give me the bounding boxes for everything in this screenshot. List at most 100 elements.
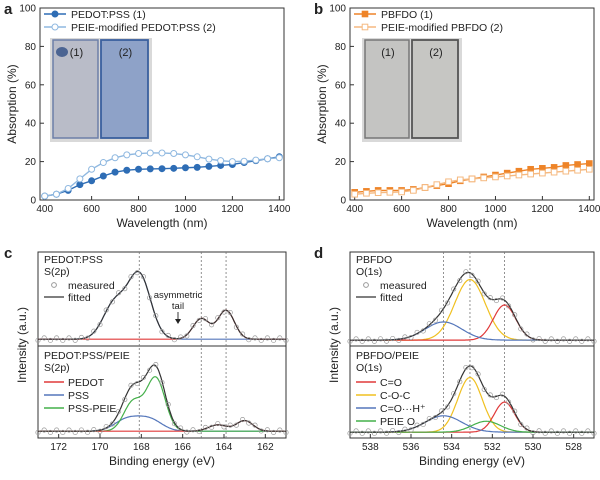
bottom-measured-point bbox=[103, 424, 109, 430]
top-measured-point bbox=[128, 274, 134, 280]
data-point bbox=[123, 166, 131, 174]
x-tick-label: 600 bbox=[83, 204, 100, 215]
bottom-measured-point bbox=[438, 408, 445, 414]
bottom-measured-point bbox=[85, 429, 91, 435]
bottom-measured-point bbox=[408, 427, 414, 433]
data-point bbox=[410, 187, 417, 194]
bottom-measured-point bbox=[585, 428, 591, 434]
bottom-measured-point bbox=[493, 395, 499, 401]
bottom-measured-point bbox=[548, 428, 554, 434]
bottom-measured-point bbox=[414, 422, 420, 428]
bottom-measured-point bbox=[190, 427, 196, 433]
bottom-measured-point bbox=[481, 386, 487, 392]
top-measured-point bbox=[215, 315, 221, 321]
data-point bbox=[252, 156, 260, 164]
legend-label: fitted bbox=[68, 292, 91, 304]
top-measured-point bbox=[66, 335, 72, 341]
top-measured-point bbox=[97, 322, 103, 328]
bottom-measured-point bbox=[47, 429, 53, 435]
panel-letter: d bbox=[314, 245, 323, 262]
top-measured-point bbox=[159, 329, 165, 335]
top-measured-point bbox=[445, 300, 451, 306]
bottom-measured-point bbox=[41, 427, 47, 433]
top-measured-point bbox=[457, 278, 463, 284]
x-tick-label: 172 bbox=[50, 442, 67, 453]
top-measured-point bbox=[264, 335, 270, 341]
legend-marker bbox=[51, 10, 59, 18]
top-measured-point bbox=[147, 295, 153, 301]
panel-letter: c bbox=[4, 245, 12, 262]
top-measured-point bbox=[426, 321, 432, 327]
y-tick-label: 100 bbox=[329, 4, 346, 15]
top-measured-point bbox=[396, 337, 402, 343]
top-measured-point bbox=[573, 336, 579, 342]
top-measured-point bbox=[277, 335, 283, 341]
x-tick-label: 800 bbox=[440, 204, 457, 215]
top-measured-point bbox=[103, 307, 109, 313]
y-tick-label: 0 bbox=[30, 196, 36, 207]
bottom-measured-point bbox=[554, 430, 560, 436]
y-tick-label: 0 bbox=[340, 196, 346, 207]
top-component bbox=[350, 321, 594, 341]
panel-letter: a bbox=[4, 1, 13, 18]
y-axis-label: Intensity (a.u.) bbox=[15, 307, 29, 383]
inset-label-1: (1) bbox=[381, 47, 394, 59]
bottom-measured-point bbox=[116, 408, 122, 415]
bottom-measured-point bbox=[264, 427, 270, 433]
bottom-measured-point bbox=[196, 429, 202, 435]
top-measured-point bbox=[109, 299, 115, 305]
bottom-core-level-label: S(2p) bbox=[44, 362, 70, 374]
top-measured-point bbox=[432, 317, 438, 323]
top-measured-point bbox=[420, 328, 426, 334]
bottom-measured-point bbox=[153, 362, 159, 368]
x-tick-label: 162 bbox=[257, 442, 274, 453]
y-axis-label: Absorption (%) bbox=[315, 64, 329, 143]
top-core-level-label: O(1s) bbox=[356, 266, 382, 278]
legend-label: PBFDO (1) bbox=[381, 9, 433, 21]
bottom-measured-point bbox=[271, 429, 277, 435]
bottom-sample-label: PEDOT:PSS/PEIE bbox=[44, 350, 130, 362]
bottom-measured-point bbox=[347, 430, 353, 436]
top-measured-point bbox=[60, 337, 66, 343]
bottom-measured-point bbox=[128, 382, 134, 388]
data-point bbox=[99, 172, 107, 180]
bottom-measured-point bbox=[215, 421, 221, 427]
top-measured-point bbox=[153, 313, 159, 319]
x-tick-label: 1400 bbox=[268, 204, 291, 215]
top-measured-point bbox=[258, 337, 264, 343]
bottom-measured-point bbox=[72, 429, 78, 435]
data-point bbox=[111, 168, 119, 176]
top-measured-point bbox=[451, 286, 457, 292]
bottom-measured-point bbox=[252, 422, 258, 428]
data-point bbox=[123, 151, 131, 159]
data-point bbox=[386, 189, 394, 196]
legend-label: measured bbox=[380, 280, 427, 292]
bottom-measured-point bbox=[159, 379, 165, 386]
top-measured-point bbox=[579, 338, 585, 344]
bottom-measured-point bbox=[258, 428, 264, 434]
top-measured-point bbox=[35, 337, 41, 343]
plot-frame bbox=[39, 7, 285, 201]
legend-marker bbox=[51, 23, 59, 31]
y-axis-label: Intensity (a.u.) bbox=[327, 307, 341, 383]
top-measured-point bbox=[353, 336, 359, 342]
bottom-measured-point bbox=[184, 429, 190, 435]
data-point bbox=[445, 178, 452, 186]
bottom-measured-point bbox=[396, 429, 402, 436]
x-tick-label: 1400 bbox=[578, 204, 600, 215]
bottom-measured-point bbox=[451, 391, 457, 397]
panel-letter: b bbox=[314, 1, 323, 18]
bottom-measured-point bbox=[233, 422, 239, 428]
top-measured-point bbox=[499, 295, 506, 301]
top-measured-point bbox=[463, 269, 469, 275]
bottom-measured-point bbox=[457, 379, 463, 385]
y-tick-label: 20 bbox=[25, 157, 37, 168]
legend-label: PSS bbox=[68, 390, 89, 402]
data-point bbox=[181, 151, 189, 159]
legend-marker bbox=[361, 23, 369, 31]
y-tick-label: 20 bbox=[335, 157, 347, 168]
y-tick-label: 60 bbox=[25, 80, 37, 91]
top-measured-point bbox=[506, 303, 512, 309]
bottom-measured-point bbox=[420, 421, 426, 428]
legend-marker bbox=[51, 282, 57, 288]
